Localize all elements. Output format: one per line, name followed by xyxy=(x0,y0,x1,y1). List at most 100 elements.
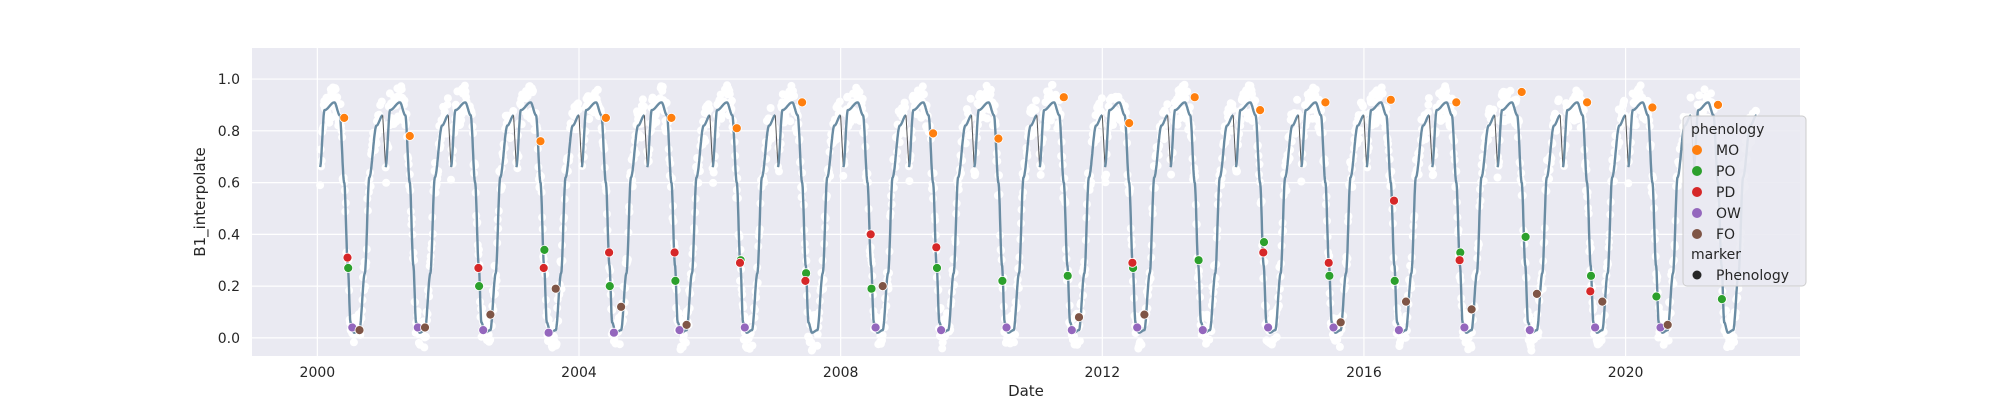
marker-ow xyxy=(609,327,619,338)
raw-point xyxy=(349,338,358,347)
marker-mo xyxy=(1058,92,1069,103)
raw-point xyxy=(1042,122,1051,131)
raw-point xyxy=(1554,95,1563,104)
raw-point xyxy=(1228,104,1237,113)
x-axis-ticks: 2000 2004 2008 2012 2016 2020 xyxy=(300,365,1644,381)
raw-point xyxy=(901,103,910,112)
raw-point xyxy=(1424,94,1433,103)
gap-line xyxy=(1036,115,1041,168)
raw-point xyxy=(918,82,927,91)
marker-mo xyxy=(339,113,350,123)
marker-po xyxy=(1193,255,1204,266)
marker-pd xyxy=(1389,195,1399,206)
raw-point xyxy=(1423,126,1432,135)
marker-ow xyxy=(478,325,489,336)
raw-point xyxy=(1355,135,1364,144)
raw-point xyxy=(400,96,409,105)
raw-point xyxy=(1423,108,1432,117)
x-tick-label: 2008 xyxy=(823,365,859,381)
gap-line xyxy=(643,115,648,168)
legend-swatch-po xyxy=(1692,166,1702,176)
marker-pd xyxy=(865,229,876,240)
marker-pd xyxy=(1258,247,1269,258)
marker-ow xyxy=(674,325,685,336)
gap-line xyxy=(1363,115,1368,168)
raw-point xyxy=(858,94,867,103)
marker-ow xyxy=(1328,322,1339,333)
raw-point xyxy=(1377,83,1386,92)
marker-fo xyxy=(1074,312,1084,323)
y-tick-label: 0.0 xyxy=(218,331,240,347)
raw-point xyxy=(1378,89,1387,98)
raw-point xyxy=(420,343,429,352)
raw-point xyxy=(442,129,451,138)
marker-po xyxy=(997,275,1008,286)
raw-point xyxy=(1035,150,1044,158)
raw-point xyxy=(593,85,602,94)
legend-label-mo: MO xyxy=(1716,143,1739,159)
marker-pd xyxy=(1323,257,1334,268)
marker-po xyxy=(866,283,877,294)
raw-point xyxy=(382,178,391,187)
raw-point xyxy=(775,167,783,176)
raw-point xyxy=(1575,89,1584,98)
marker-fo xyxy=(616,301,626,312)
marker-ow xyxy=(1197,325,1208,336)
marker-fo xyxy=(1532,288,1542,299)
raw-point xyxy=(727,96,736,105)
season-line xyxy=(1496,101,1561,334)
raw-point xyxy=(1467,343,1476,352)
raw-point xyxy=(1011,330,1020,339)
marker-fo xyxy=(1139,309,1150,320)
raw-point xyxy=(1162,129,1171,138)
raw-point xyxy=(443,94,452,103)
raw-point xyxy=(336,100,345,109)
raw-point xyxy=(905,177,914,186)
raw-point xyxy=(529,87,537,95)
marker-mo xyxy=(797,97,807,108)
raw-point xyxy=(1401,333,1410,342)
raw-point xyxy=(662,98,671,107)
raw-point xyxy=(1493,173,1502,182)
marker-mo xyxy=(1320,97,1331,108)
marker-ow xyxy=(1394,325,1404,336)
gap-line xyxy=(1428,115,1433,168)
raw-point xyxy=(1101,178,1110,187)
marker-pd xyxy=(604,247,614,258)
raw-point xyxy=(460,81,469,90)
raw-point xyxy=(1075,337,1084,346)
marker-mo xyxy=(1582,97,1592,108)
raw-point xyxy=(797,193,806,202)
season-line xyxy=(1169,101,1234,334)
raw-point xyxy=(681,338,690,347)
marker-ow xyxy=(936,325,946,336)
raw-point xyxy=(381,163,390,172)
raw-point xyxy=(1046,116,1055,125)
marker-ow xyxy=(1132,322,1143,333)
raw-point xyxy=(1031,105,1040,114)
raw-point xyxy=(725,90,734,99)
raw-point xyxy=(855,88,864,97)
raw-point xyxy=(938,344,947,353)
marker-po xyxy=(1324,270,1335,281)
marker-ow xyxy=(1001,322,1012,333)
raw-point xyxy=(1293,95,1302,104)
marker-ow xyxy=(1590,322,1600,333)
gap-line xyxy=(578,115,583,168)
raw-point xyxy=(1010,338,1018,347)
raw-point xyxy=(1137,340,1146,349)
raw-point xyxy=(397,85,406,94)
raw-point xyxy=(1233,167,1241,176)
raw-point xyxy=(1730,338,1739,346)
raw-point xyxy=(786,117,795,126)
marker-ow xyxy=(1066,325,1077,336)
raw-point xyxy=(919,90,928,99)
raw-point xyxy=(1363,163,1372,172)
raw-point xyxy=(1183,87,1192,96)
season-line xyxy=(1365,101,1430,334)
raw-point xyxy=(1489,126,1498,135)
raw-point xyxy=(701,137,710,146)
raw-point xyxy=(770,123,779,132)
raw-point xyxy=(552,340,561,348)
marker-ow xyxy=(1263,322,1273,333)
